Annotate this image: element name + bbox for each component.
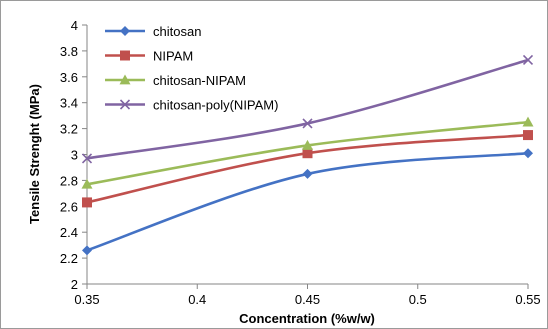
x-tick-label: 0.35	[74, 292, 99, 307]
data-point-square	[82, 197, 92, 208]
y-tick-label: 3.4	[60, 96, 78, 111]
data-point-triangle	[302, 139, 313, 150]
data-point-square	[302, 148, 313, 159]
data-point-cross	[522, 54, 534, 66]
y-tick-label: 2.4	[60, 225, 78, 240]
y-axis-title: Tensile Strenght (MPa)	[27, 84, 42, 224]
series-markers	[81, 54, 534, 256]
y-tick-label: 2.8	[60, 173, 78, 188]
x-tick-label: 0.5	[409, 292, 427, 307]
y-tick-label: 4	[71, 18, 78, 33]
data-point-triangle	[81, 178, 93, 189]
legend-marker	[119, 74, 131, 85]
y-ticks: 2 2.2 2.4 2.6 2.8 3 3.2 3.4 3.6 3.8 4	[60, 18, 87, 292]
legend-label: chitosan-poly(NIPAM)	[153, 98, 278, 113]
legend-label: NIPAM	[153, 49, 193, 64]
y-tick-label: 2.2	[60, 251, 78, 266]
data-point-diamond	[82, 245, 92, 256]
legend: chitosan NIPAM chitosan-NIPAM chitosan-poly…	[105, 24, 278, 113]
y-tick-label: 3.8	[60, 44, 78, 59]
legend-marker	[119, 99, 131, 110]
data-point-diamond	[523, 148, 533, 159]
x-tick-label: 0.4	[188, 292, 206, 307]
x-tick-label: 0.45	[295, 292, 320, 307]
y-tick-label: 3.6	[60, 70, 78, 85]
x-ticks: 0.35 0.4 0.45 0.5 0.55	[74, 284, 541, 307]
x-axis-title: Concentration (%w/w)	[239, 311, 375, 326]
legend-marker	[120, 26, 130, 36]
y-tick-label: 3.2	[60, 122, 78, 137]
y-tick-label: 2.6	[60, 199, 78, 214]
data-point-triangle	[522, 116, 534, 127]
data-point-cross	[81, 153, 93, 164]
y-tick-label: 3	[71, 148, 78, 163]
series-line	[86, 151, 529, 252]
legend-label: chitosan-NIPAM	[153, 73, 246, 88]
x-tick-label: 0.55	[515, 292, 540, 307]
y-tick-label: 2	[71, 277, 78, 292]
legend-marker	[120, 50, 130, 61]
data-point-square	[523, 130, 533, 141]
data-point-diamond	[302, 168, 313, 179]
data-point-cross	[302, 118, 313, 129]
legend-label: chitosan	[153, 24, 201, 39]
